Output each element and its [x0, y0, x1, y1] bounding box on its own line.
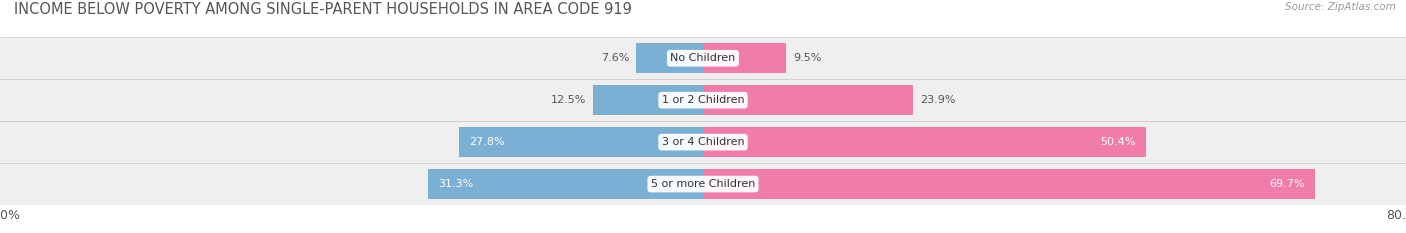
Text: 50.4%: 50.4% [1099, 137, 1136, 147]
Text: 69.7%: 69.7% [1270, 179, 1305, 189]
Text: 23.9%: 23.9% [920, 95, 956, 105]
Bar [703, 169, 1316, 199]
Text: 27.8%: 27.8% [470, 137, 505, 147]
Bar [593, 85, 703, 115]
Text: 5 or more Children: 5 or more Children [651, 179, 755, 189]
Text: 1 or 2 Children: 1 or 2 Children [662, 95, 744, 105]
Bar [0, 163, 1406, 205]
Text: 7.6%: 7.6% [600, 53, 630, 63]
Bar [703, 85, 912, 115]
Bar [0, 37, 1406, 79]
Text: No Children: No Children [671, 53, 735, 63]
Bar [637, 43, 703, 73]
Bar [703, 43, 786, 73]
Bar [0, 79, 1406, 121]
Text: Source: ZipAtlas.com: Source: ZipAtlas.com [1285, 2, 1396, 12]
Text: INCOME BELOW POVERTY AMONG SINGLE-PARENT HOUSEHOLDS IN AREA CODE 919: INCOME BELOW POVERTY AMONG SINGLE-PARENT… [14, 2, 631, 17]
Text: 31.3%: 31.3% [439, 179, 474, 189]
Bar [427, 169, 703, 199]
Bar [0, 121, 1406, 163]
Text: 12.5%: 12.5% [551, 95, 586, 105]
Text: 9.5%: 9.5% [793, 53, 823, 63]
Text: 3 or 4 Children: 3 or 4 Children [662, 137, 744, 147]
Bar [458, 127, 703, 157]
Bar [703, 127, 1146, 157]
